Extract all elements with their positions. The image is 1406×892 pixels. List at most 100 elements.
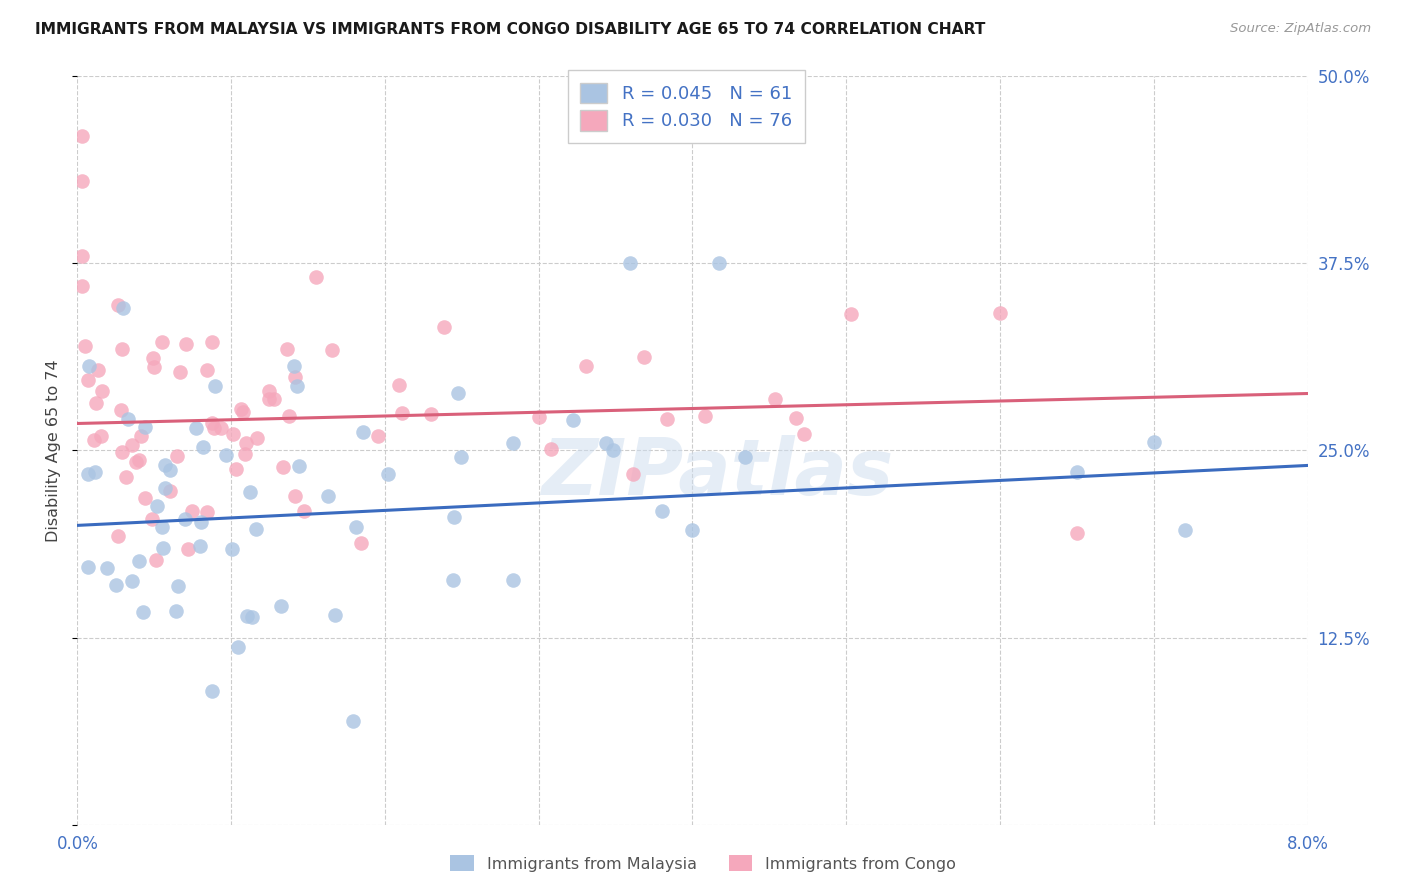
Point bbox=[86, 362, 108, 376]
Point bbox=[125, 455, 148, 469]
Point bbox=[1066, 465, 1088, 479]
Point bbox=[420, 408, 443, 422]
Point bbox=[152, 334, 174, 349]
Point bbox=[204, 378, 226, 392]
Point bbox=[70, 278, 93, 293]
Point bbox=[134, 491, 156, 506]
Text: IMMIGRANTS FROM MALAYSIA VS IMMIGRANTS FROM CONGO DISABILITY AGE 65 TO 74 CORREL: IMMIGRANTS FROM MALAYSIA VS IMMIGRANTS F… bbox=[35, 22, 986, 37]
Point bbox=[107, 529, 129, 543]
Point bbox=[391, 406, 413, 420]
Point bbox=[152, 541, 174, 555]
Point bbox=[141, 511, 163, 525]
Point bbox=[190, 515, 212, 529]
Point bbox=[90, 429, 112, 443]
Point bbox=[77, 359, 100, 374]
Point bbox=[150, 520, 173, 534]
Point bbox=[153, 481, 176, 495]
Point bbox=[232, 405, 254, 419]
Point bbox=[575, 359, 598, 374]
Point bbox=[619, 256, 641, 270]
Point bbox=[344, 519, 367, 533]
Point bbox=[142, 351, 165, 365]
Point bbox=[655, 411, 678, 425]
Point bbox=[602, 443, 624, 458]
Point bbox=[447, 386, 470, 401]
Point bbox=[239, 484, 262, 499]
Point bbox=[316, 489, 339, 503]
Point bbox=[83, 434, 105, 448]
Point bbox=[305, 270, 328, 285]
Point bbox=[321, 343, 343, 358]
Text: Source: ZipAtlas.com: Source: ZipAtlas.com bbox=[1230, 22, 1371, 36]
Point bbox=[734, 450, 756, 465]
Point bbox=[1143, 435, 1166, 450]
Point bbox=[450, 450, 472, 464]
Point bbox=[236, 608, 259, 623]
Point bbox=[277, 409, 299, 423]
Point bbox=[73, 338, 96, 352]
Point bbox=[117, 412, 139, 426]
Point bbox=[131, 605, 153, 619]
Point bbox=[159, 463, 181, 477]
Point bbox=[229, 401, 252, 416]
Point bbox=[257, 392, 280, 406]
Point bbox=[166, 449, 188, 463]
Y-axis label: Disability Age 65 to 74: Disability Age 65 to 74 bbox=[46, 359, 62, 541]
Point bbox=[91, 384, 114, 398]
Point bbox=[387, 377, 409, 392]
Point bbox=[165, 604, 187, 618]
Point bbox=[785, 411, 807, 425]
Point bbox=[193, 440, 215, 454]
Point bbox=[186, 421, 208, 435]
Point bbox=[167, 579, 190, 593]
Point bbox=[240, 610, 263, 624]
Point bbox=[173, 511, 195, 525]
Point bbox=[221, 427, 243, 442]
Point bbox=[693, 409, 716, 424]
Point bbox=[285, 378, 308, 392]
Point bbox=[226, 640, 249, 654]
Point bbox=[128, 453, 150, 467]
Point bbox=[793, 426, 815, 441]
Point bbox=[84, 465, 107, 479]
Point bbox=[134, 420, 156, 434]
Point bbox=[70, 249, 93, 263]
Point bbox=[633, 351, 655, 365]
Point bbox=[527, 410, 550, 425]
Text: ZIPatlas: ZIPatlas bbox=[541, 435, 893, 511]
Point bbox=[350, 536, 373, 550]
Point bbox=[77, 467, 100, 482]
Point bbox=[561, 413, 583, 427]
Point bbox=[70, 128, 93, 143]
Point bbox=[105, 577, 128, 591]
Point bbox=[263, 392, 285, 407]
Point bbox=[225, 462, 247, 476]
Point bbox=[128, 554, 150, 568]
Point bbox=[283, 359, 305, 374]
Point bbox=[682, 523, 704, 537]
Point bbox=[177, 542, 200, 557]
Point bbox=[367, 429, 389, 443]
Point bbox=[143, 359, 166, 374]
Point bbox=[257, 384, 280, 399]
Point bbox=[112, 301, 135, 315]
Point bbox=[77, 559, 100, 574]
Point bbox=[292, 504, 315, 518]
Point bbox=[284, 489, 307, 503]
Point bbox=[96, 560, 118, 574]
Legend: R = 0.045   N = 61, R = 0.030   N = 76: R = 0.045 N = 61, R = 0.030 N = 76 bbox=[568, 70, 804, 144]
Point bbox=[111, 342, 134, 356]
Point bbox=[84, 395, 107, 409]
Point bbox=[288, 459, 311, 474]
Point bbox=[441, 573, 464, 587]
Point bbox=[181, 504, 204, 518]
Point bbox=[201, 416, 224, 430]
Point bbox=[707, 256, 730, 270]
Point bbox=[110, 403, 132, 417]
Point bbox=[215, 448, 238, 462]
Point bbox=[201, 684, 224, 698]
Point bbox=[270, 599, 292, 613]
Point bbox=[1174, 523, 1197, 537]
Point bbox=[111, 445, 134, 459]
Point bbox=[221, 541, 243, 556]
